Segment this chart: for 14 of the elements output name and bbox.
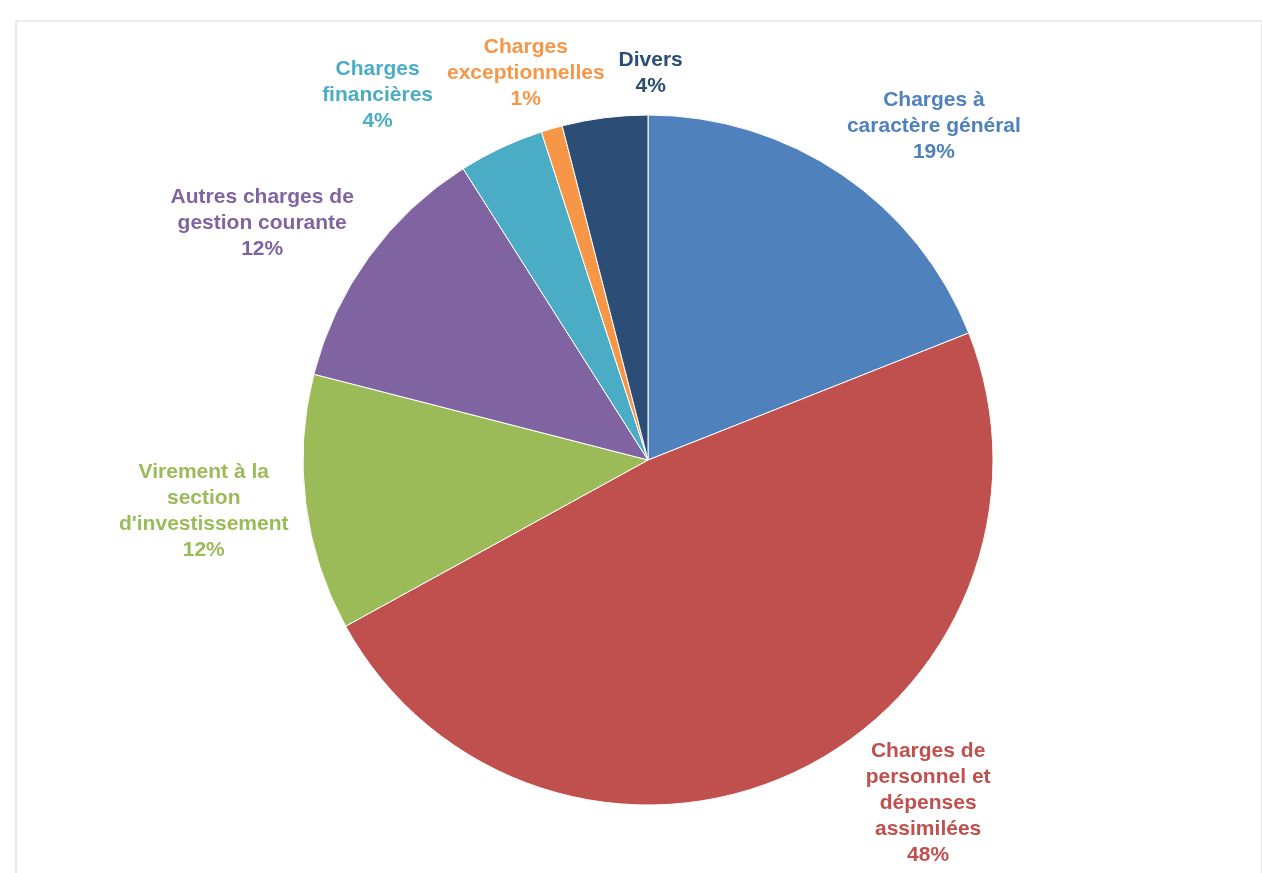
data-label: 48% [907,841,950,865]
data-label: 19% [912,139,956,163]
data-label: 1% [510,85,542,109]
slice-label: Autres charges de gestion courante [170,183,354,233]
slice-label: Charges à caractère général [846,87,1021,137]
slice-label: Charges exceptionnelles [447,33,605,83]
data-label: 12% [241,235,284,259]
data-label: 12% [182,536,226,560]
slice-label: Charges financières [322,56,434,106]
slice-label: Virement à la section d'investissement [118,458,289,534]
data-label: 4% [362,108,394,132]
slice-label: Divers [618,46,683,70]
data-label: 4% [635,72,667,96]
slice-label: Charges de personnel et dépenses assimilées [865,737,991,839]
